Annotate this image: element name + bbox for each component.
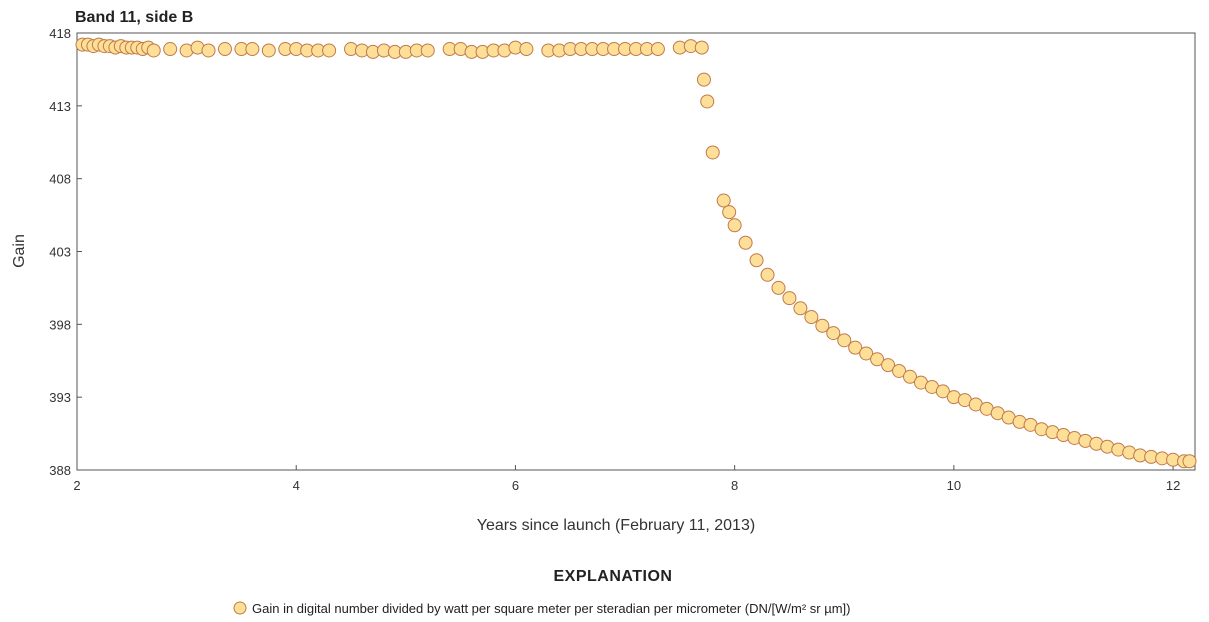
data-point — [420, 43, 435, 58]
x-tick-label: 10 — [947, 478, 961, 493]
y-axis: 388 393 398 403 408 413 418 — [49, 26, 82, 478]
data-point — [749, 253, 764, 268]
y-tick-label: 413 — [49, 99, 71, 114]
x-tick-label: 8 — [731, 478, 738, 493]
data-point — [848, 340, 863, 355]
y-tick-label: 408 — [49, 172, 71, 187]
x-tick-label: 6 — [512, 478, 519, 493]
data-point — [201, 43, 216, 58]
data-point — [146, 43, 161, 58]
data-point — [892, 363, 907, 378]
legend-title: EXPLANATION — [554, 568, 673, 585]
data-point — [826, 326, 841, 341]
data-point — [771, 280, 786, 295]
data-point — [837, 333, 852, 348]
y-tick-label: 393 — [49, 390, 71, 405]
data-point — [859, 346, 874, 361]
x-tick-label: 2 — [73, 478, 80, 493]
data-point — [804, 310, 819, 325]
data-point — [322, 43, 337, 58]
data-point — [163, 42, 178, 57]
data-point — [245, 42, 260, 57]
legend-marker-icon — [233, 601, 247, 615]
x-axis-label: Years since launch (February 11, 2013) — [477, 517, 755, 534]
y-tick-label: 398 — [49, 317, 71, 332]
data-point — [261, 43, 276, 58]
data-point — [1182, 454, 1197, 469]
data-point — [760, 267, 775, 282]
data-point — [716, 193, 731, 208]
data-point — [727, 218, 742, 233]
plot-area-frame — [76, 32, 1196, 471]
x-axis: 2 4 6 8 10 12 — [73, 465, 1180, 493]
data-point — [782, 291, 797, 306]
data-point — [722, 205, 737, 220]
data-point — [705, 145, 720, 160]
data-point — [815, 318, 830, 333]
data-point — [793, 301, 808, 316]
data-point — [700, 94, 715, 109]
data-point — [738, 235, 753, 250]
data-point — [870, 352, 885, 367]
data-point — [935, 384, 950, 399]
chart-title: Band 11, side B — [75, 9, 193, 26]
data-point — [696, 72, 711, 87]
x-tick-label: 12 — [1166, 478, 1180, 493]
x-tick-label: 4 — [293, 478, 300, 493]
legend-entry-label: Gain in digital number divided by watt p… — [252, 601, 850, 616]
data-point — [903, 369, 918, 384]
data-points — [75, 37, 1197, 469]
y-tick-label: 418 — [49, 26, 71, 41]
data-point — [694, 40, 709, 55]
data-point — [881, 358, 896, 373]
y-tick-label: 403 — [49, 245, 71, 260]
data-point — [650, 42, 665, 57]
data-point — [519, 42, 534, 57]
data-point — [217, 42, 232, 57]
y-axis-label: Gain — [11, 234, 28, 268]
y-tick-label: 388 — [49, 463, 71, 478]
